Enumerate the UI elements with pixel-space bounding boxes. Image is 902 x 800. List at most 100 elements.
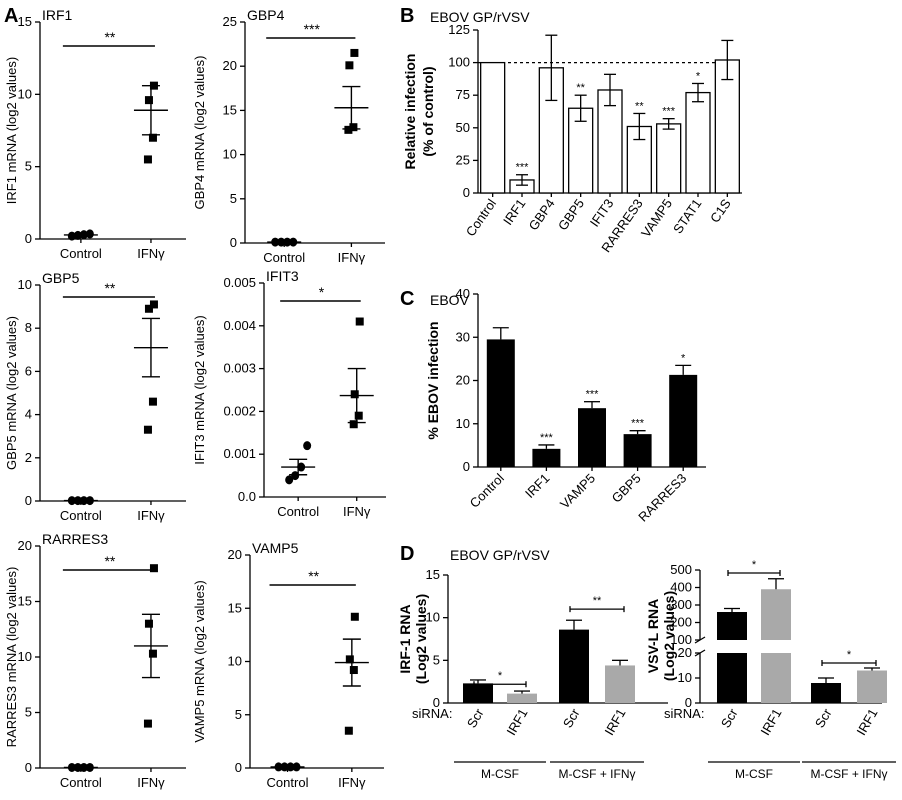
chart-title: EBOV GP/rVSV — [450, 547, 550, 563]
group-label: M-CSF — [481, 767, 519, 781]
data-point-ifng — [345, 61, 354, 70]
x-tick-label: IFNγ — [137, 246, 165, 261]
y-tick-label: 0 — [433, 695, 440, 710]
x-tick-label: Control — [60, 246, 102, 261]
x-tick-label: Control — [267, 775, 309, 790]
y-tick-label: 75 — [456, 87, 470, 102]
bar — [578, 408, 606, 467]
x-tick-label: Control — [463, 196, 499, 239]
significance-marker: ** — [104, 29, 115, 45]
chart-title: GBP5 — [42, 270, 80, 286]
data-point-ifng — [345, 655, 354, 664]
significance-marker: *** — [516, 162, 530, 174]
y-tick-label: 15 — [228, 600, 242, 615]
x-tick-label: IRF1 — [522, 471, 553, 502]
x-tick-label: Control — [263, 250, 305, 265]
y-tick-label: 0 — [685, 695, 692, 710]
data-point-control — [285, 475, 294, 485]
y-tick-label: 300 — [670, 597, 692, 612]
y-axis-label: IRF-1 RNA — [397, 604, 413, 673]
x-tick-label: IRF1 — [854, 706, 881, 738]
panel-letter-a: A — [4, 5, 18, 27]
x-tick-label: Control — [60, 508, 102, 523]
data-point-ifng — [143, 155, 152, 164]
y-tick-label: 0.004 — [223, 318, 256, 333]
chart-title: RARRES3 — [42, 531, 108, 547]
significance-marker: ** — [635, 100, 644, 112]
y-axis-label: Relative infection — [402, 54, 418, 170]
y-tick-label: 10 — [426, 610, 440, 625]
panel-letter-d: D — [400, 543, 414, 565]
x-tick-label: IRF1 — [602, 706, 629, 738]
y-tick-label: 8 — [25, 320, 32, 335]
significance-marker: *** — [631, 418, 645, 430]
x-tick-label: Scr — [812, 705, 835, 730]
y-tick-label: 15 — [426, 567, 440, 582]
data-point-ifng — [349, 123, 358, 132]
y-tick-label: 10 — [223, 147, 237, 162]
x-tick-label: C1S — [707, 196, 734, 226]
bar — [507, 693, 537, 703]
y-tick-label: 5 — [433, 652, 440, 667]
data-point-ifng — [355, 317, 364, 326]
bar — [685, 91, 711, 194]
data-point-ifng — [350, 612, 359, 621]
y-tick-label: 0.003 — [223, 361, 256, 376]
bar-lower — [761, 653, 791, 703]
y-axis-label: (Log2 values) — [413, 594, 429, 684]
chart-gbp4: 0 5 10 15 20 25 Control IFNγ GBP4 GBP4 mRNA (log2… — [192, 7, 385, 265]
data-point-ifng — [354, 411, 363, 420]
significance-marker: *** — [540, 432, 554, 444]
y-tick-label: 10 — [456, 416, 470, 431]
x-tick-label: IFNγ — [137, 508, 165, 523]
y-tick-label: 0 — [25, 760, 32, 775]
chart-gbp5: 0 2 4 6 8 10 Control IFNγ GBP5 GBP5 mRNA (log2 va… — [4, 270, 186, 523]
y-tick-label: 20 — [18, 538, 32, 553]
x-tick-label: Scr — [464, 705, 487, 730]
y-tick-label: 25 — [456, 152, 470, 167]
y-tick-label: 10 — [228, 654, 242, 669]
chart-vamp5: 0 5 10 15 20 Control IFNγ VAMP5 VAMP5 mRNA (log2… — [192, 540, 384, 790]
y-tick-label: 10 — [18, 86, 32, 101]
y-tick-label: 15 — [223, 102, 237, 117]
x-tick-label: GBP5 — [609, 471, 644, 506]
y-tick-label: 0 — [463, 185, 470, 200]
y-tick-label: 50 — [456, 120, 470, 135]
x-tick-label: IFNγ — [343, 504, 371, 519]
significance-marker: ** — [104, 280, 115, 296]
y-tick-label: 500 — [670, 562, 692, 577]
y-tick-label: 100 — [448, 55, 470, 70]
chart-rarres3: 0 5 10 15 20 Control IFNγ RARRES3 RARRES3 mRNA (… — [4, 531, 186, 790]
data-point-ifng — [344, 125, 353, 134]
chart-d1: EBOV GP/rVSV 0 5 10 15 IRF-1 RNA (Log2 values)… — [397, 547, 668, 781]
y-tick-label: 100 — [670, 632, 692, 647]
chart-title: VAMP5 — [252, 540, 299, 556]
x-tick-label: RARRES3 — [635, 471, 689, 525]
significance-marker: ** — [104, 553, 115, 569]
y-axis-label: (Log2 values) — [661, 591, 677, 681]
data-point-ifng — [149, 564, 158, 573]
y-tick-label: 5 — [25, 159, 32, 174]
y-tick-label: 10 — [678, 670, 692, 685]
chart-title: GBP4 — [247, 7, 285, 23]
data-point-ifng — [144, 304, 153, 313]
y-tick-label: 400 — [670, 580, 692, 595]
x-tick-label: STAT1 — [670, 196, 704, 236]
y-tick-label: 0 — [235, 760, 242, 775]
y-tick-label: 20 — [678, 645, 692, 660]
data-point-ifng — [349, 420, 358, 429]
y-tick-label: 125 — [448, 22, 470, 37]
x-tick-label: Scr — [560, 705, 583, 730]
y-tick-label: 15 — [18, 594, 32, 609]
group-label: M-CSF — [735, 767, 773, 781]
group-label: M-CSF + IFNγ — [559, 767, 636, 781]
y-axis-label: VAMP5 mRNA (log2 values) — [192, 580, 207, 742]
row-label: siRNA: — [664, 706, 704, 721]
chart-c: EBOV 0 10 20 30 40 % EBOV infection Control *** I… — [425, 286, 706, 525]
significance-marker: *** — [662, 106, 676, 118]
y-tick-label: 0.005 — [223, 275, 256, 290]
x-tick-label: Control — [60, 775, 102, 790]
x-tick-label: IRF1 — [504, 706, 531, 738]
y-tick-label: 30 — [456, 329, 470, 344]
